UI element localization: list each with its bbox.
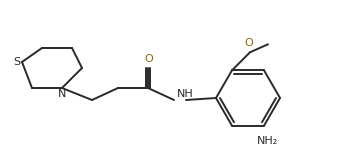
Text: O: O <box>244 38 253 48</box>
Text: N: N <box>58 89 66 99</box>
Text: O: O <box>145 54 153 64</box>
Text: NH: NH <box>177 89 194 99</box>
Text: S: S <box>13 57 20 67</box>
Text: NH₂: NH₂ <box>257 136 279 146</box>
